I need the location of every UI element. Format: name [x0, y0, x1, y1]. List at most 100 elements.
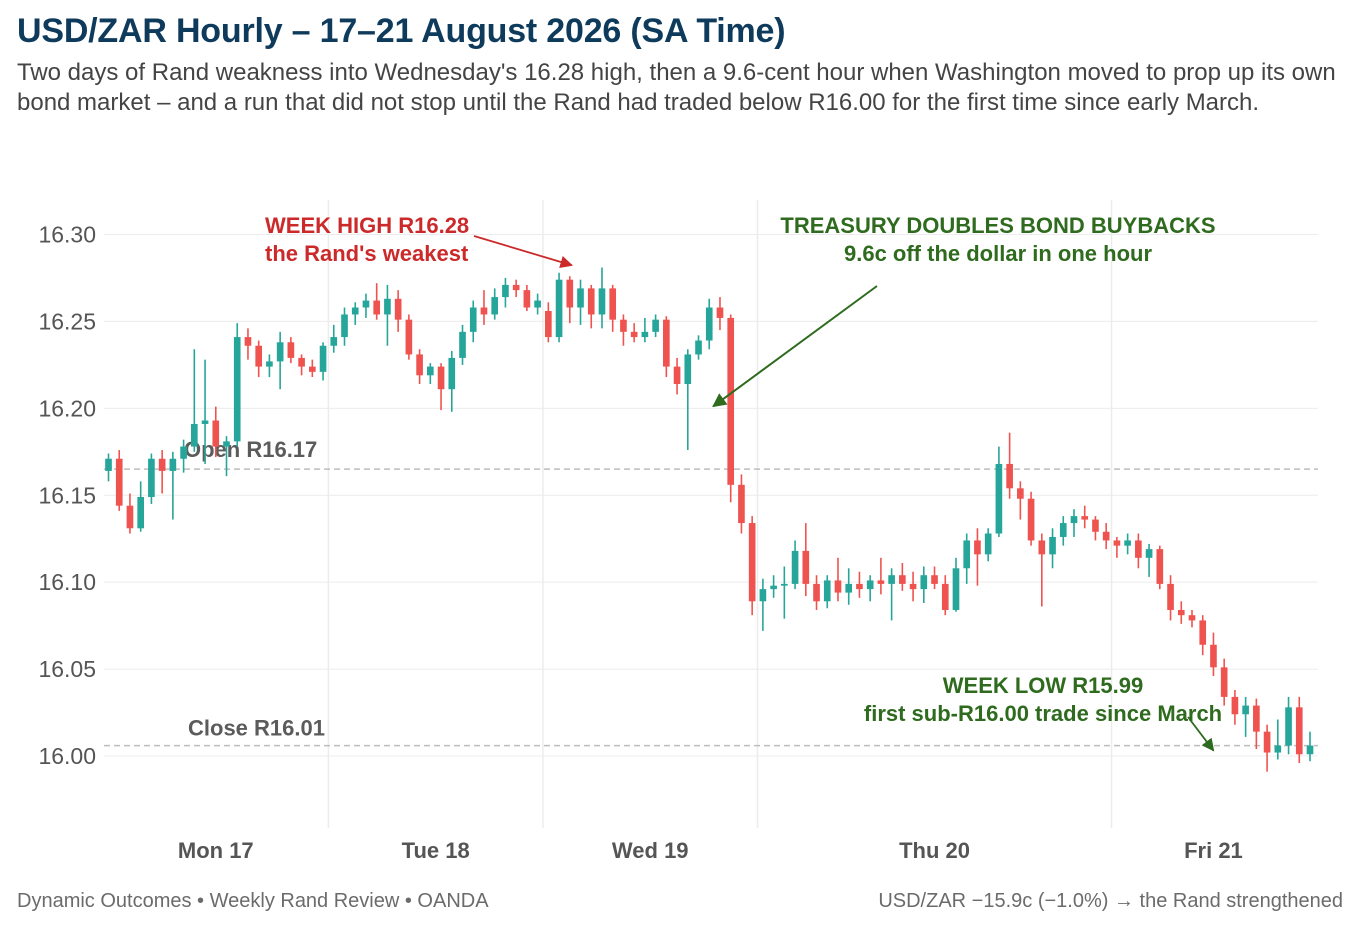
candle-down	[609, 288, 617, 320]
candle-up	[577, 288, 584, 308]
candle-down	[373, 300, 381, 315]
candle-down	[244, 337, 252, 346]
candle-up	[1070, 516, 1078, 524]
candle-up	[770, 585, 777, 590]
candle-down	[1177, 609, 1185, 616]
footer-summary: USD/ZAR −15.9c (−1.0%) → the Rand streng…	[878, 890, 1343, 912]
candle-down	[1006, 463, 1013, 489]
candle-up	[330, 337, 338, 346]
candle-down	[620, 319, 627, 332]
candle-up	[555, 279, 563, 338]
candle-up	[459, 331, 466, 358]
candle-up	[276, 342, 284, 362]
candle-up	[705, 307, 713, 341]
candle-up	[148, 458, 155, 497]
candle-up	[362, 300, 370, 308]
candle-up	[491, 297, 499, 315]
candle-down	[738, 484, 745, 524]
candle-up	[1242, 705, 1249, 715]
candle-up	[169, 458, 177, 471]
candle-down	[1038, 540, 1046, 555]
candle-down	[673, 366, 681, 384]
candle-down	[1135, 540, 1142, 558]
candle-up	[652, 319, 659, 332]
candle-down	[748, 523, 756, 602]
candle-down	[813, 583, 820, 602]
candle-down	[974, 540, 981, 555]
candle-down	[1253, 705, 1260, 732]
candle-down	[909, 583, 917, 590]
y-tick-label: 16.05	[38, 656, 96, 682]
candle-up	[319, 345, 327, 372]
candle-down	[1231, 696, 1239, 715]
axes: 16.00 16.05 16.10 16.15 16.20 16.25 16.30 Mon 1…	[38, 222, 1242, 864]
candle-down	[394, 298, 402, 320]
candle-down	[630, 331, 638, 338]
candle-down	[899, 575, 906, 584]
candle-down	[1188, 615, 1196, 621]
candle-down	[931, 575, 938, 584]
annotation-high-line: the Rand's weakest	[265, 241, 469, 266]
candle-down	[126, 505, 134, 529]
x-day-label: Fri 21	[1184, 838, 1243, 863]
candle-down	[416, 354, 423, 376]
footer-source: Dynamic Outcomes • Weekly Rand Review • …	[17, 890, 489, 912]
annotation-bond-line: 9.6c off the dollar in one hour	[844, 241, 1152, 266]
candle-up	[845, 583, 853, 593]
candle-down	[1027, 498, 1035, 541]
candle-up	[759, 589, 767, 602]
candle-down	[1210, 644, 1217, 668]
annotation-bond-line: TREASURY DOUBLES BOND BUYBACKS	[780, 213, 1215, 238]
candle-up	[888, 575, 895, 584]
chart-title: USD/ZAR Hourly – 17–21 August 2026 (SA T…	[17, 12, 786, 50]
reference-line-label: Close R16.01	[188, 716, 325, 741]
candle-up	[866, 580, 874, 590]
reference-lines: Open R16.17 Close R16.01	[104, 437, 1318, 747]
candle-up	[534, 300, 541, 308]
candle-up	[448, 357, 456, 390]
candle-up	[995, 463, 1003, 534]
candle-up	[469, 307, 477, 332]
candle-up	[384, 298, 391, 315]
candle-down	[255, 345, 263, 367]
candle-up	[105, 458, 112, 471]
candle-down	[437, 366, 445, 390]
candle-down	[1295, 707, 1303, 755]
grid	[104, 200, 1318, 828]
candle-up	[1059, 523, 1067, 537]
candle-up	[920, 575, 928, 590]
candle-up	[233, 337, 241, 442]
x-day-label: Tue 18	[402, 838, 470, 863]
candle-up	[1285, 707, 1292, 746]
candle-up	[781, 583, 788, 586]
candle-down	[523, 290, 531, 308]
y-tick-label: 16.00	[38, 743, 96, 769]
candle-down	[856, 583, 863, 590]
y-tick-label: 16.15	[38, 482, 96, 508]
candle-down	[941, 583, 949, 610]
candle-up	[641, 331, 649, 338]
candle-down	[877, 580, 885, 584]
x-day-label: Thu 20	[899, 838, 970, 863]
candle-up	[1306, 745, 1314, 755]
candles	[105, 267, 1314, 772]
candle-up	[427, 366, 434, 376]
y-tick-label: 16.10	[38, 569, 96, 595]
annotation-high-line: WEEK HIGH R16.28	[265, 213, 469, 238]
candle-down	[287, 342, 295, 358]
y-tick-label: 16.30	[38, 222, 96, 248]
candle-up	[223, 441, 230, 447]
candle-up	[1274, 745, 1282, 753]
candle-down	[545, 310, 552, 338]
candle-down	[1220, 667, 1228, 697]
candle-up	[201, 420, 209, 424]
candle-down	[512, 284, 520, 291]
candle-down	[1199, 620, 1207, 645]
candle-down	[1092, 519, 1099, 532]
candle-up	[963, 540, 971, 569]
x-day-label: Wed 19	[612, 838, 689, 863]
candle-up	[502, 284, 509, 298]
candle-up	[180, 446, 187, 459]
candle-down	[587, 288, 595, 315]
candle-down	[1017, 488, 1024, 499]
